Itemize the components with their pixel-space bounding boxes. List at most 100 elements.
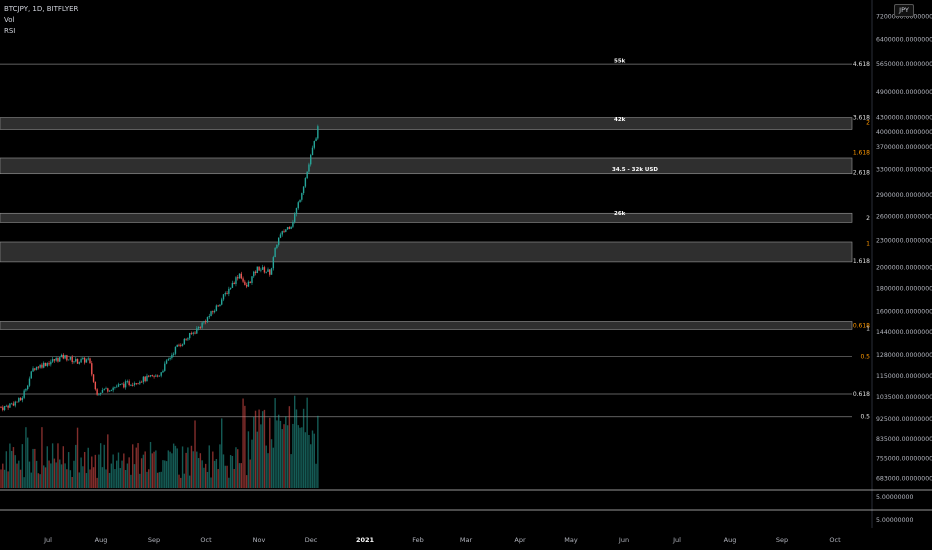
candle-body	[41, 364, 43, 368]
candle-body	[103, 389, 105, 390]
candle-body	[75, 358, 77, 362]
volume-bar	[226, 465, 228, 488]
time-tick-label: Jul	[43, 536, 52, 544]
volume-bar	[119, 468, 121, 488]
candle-body	[99, 392, 102, 394]
rsi-axis-label: 5.00000000	[876, 494, 913, 501]
volume-bar	[130, 474, 132, 488]
candle-body	[0, 407, 2, 409]
currency-button[interactable]: JPY	[894, 4, 914, 17]
volume-bar	[12, 447, 15, 488]
candle-body	[295, 208, 298, 214]
candle-body	[130, 385, 132, 386]
candle-body	[228, 288, 230, 294]
candle-body	[188, 333, 191, 339]
volume-bar	[132, 444, 134, 488]
volume-bar	[167, 450, 170, 488]
price-annotation: 55k	[614, 59, 626, 65]
candle-body	[286, 227, 289, 230]
candle-body	[187, 338, 189, 340]
candle-body	[247, 281, 250, 287]
candle-body	[37, 366, 40, 368]
candle-body	[80, 359, 82, 363]
candle-body	[23, 390, 25, 398]
candle-body	[32, 368, 34, 372]
candle-body	[226, 293, 228, 294]
candle-body	[10, 403, 13, 405]
volume-bar	[110, 463, 113, 488]
rsi-indicator-label[interactable]: RSI	[4, 27, 16, 35]
candle-body	[66, 355, 68, 361]
candle-body	[35, 366, 38, 370]
volume-bar	[75, 444, 77, 488]
volume-bar	[96, 477, 98, 488]
candle-body	[206, 317, 209, 323]
symbol-label[interactable]: BTCJPY, 1D, BITFLYER	[4, 5, 79, 13]
volume-bar	[251, 439, 253, 488]
fib-label: 2.618	[853, 170, 870, 177]
candle-body	[27, 385, 29, 390]
candle-body	[178, 344, 180, 346]
volume-bar	[249, 459, 251, 488]
price-tick-label: 835000.000000000	[876, 436, 932, 443]
candle-body	[260, 269, 262, 271]
fib-label: 0.5	[860, 354, 870, 361]
candle-body	[98, 393, 100, 395]
volume-bar	[156, 472, 159, 488]
volume-bar	[3, 469, 6, 488]
volume-bar	[9, 443, 11, 488]
volume-bar	[277, 414, 280, 488]
fib-label: 1	[866, 326, 870, 333]
volume-bar	[203, 467, 205, 488]
candle-body	[30, 371, 32, 379]
candle-body	[308, 164, 310, 172]
volume-bar	[294, 395, 296, 488]
candle-body	[269, 269, 271, 275]
volume-bar	[116, 460, 118, 488]
volume-bar	[64, 463, 66, 488]
fib-label: 1.618	[853, 149, 870, 156]
volume-bar	[80, 457, 82, 488]
volume-bar	[112, 454, 114, 488]
price-tick-label: 4000000.00000000	[876, 129, 932, 136]
candle-body	[233, 282, 235, 284]
candle-body	[126, 381, 129, 383]
volume-indicator-label[interactable]: Vol	[4, 16, 15, 24]
time-tick-label: Oct	[829, 536, 841, 544]
volume-bar	[91, 456, 93, 488]
volume-bar	[210, 477, 212, 488]
volume-bar	[51, 443, 54, 488]
volume-bar	[283, 424, 285, 488]
volume-bar	[133, 464, 136, 488]
time-tick-label: Feb	[412, 536, 424, 544]
time-axis[interactable]: Jul Aug Sep Oct Nov Dec 2021 Feb Mar Apr May Jun Jul…	[43, 536, 841, 544]
support-resistance-zones	[0, 117, 853, 330]
volume-bar	[265, 445, 267, 488]
candle-body	[253, 271, 255, 277]
volume-bar	[260, 424, 262, 488]
candle-body	[196, 328, 198, 334]
candle-body	[254, 271, 257, 273]
candle-body	[224, 293, 226, 295]
candle-body	[261, 267, 264, 270]
volume-bar	[48, 460, 50, 488]
price-axis[interactable]: 7200000.00000000 6400000.00000000 5650000.…	[871, 0, 932, 528]
volume-bar	[0, 469, 2, 488]
candle-body	[135, 383, 137, 384]
volume-bar	[263, 409, 266, 488]
volume-bar	[117, 452, 120, 488]
price-tick-label: 4300000.00000000	[876, 115, 932, 122]
candle-body	[201, 322, 203, 328]
price-tick-label: 7200000.00000000	[876, 14, 932, 21]
candle-body	[237, 277, 239, 279]
volume-bar	[299, 427, 301, 488]
candle-body	[148, 375, 150, 377]
candle-body	[9, 403, 11, 408]
candle-body	[274, 248, 276, 258]
volume-bar	[160, 471, 162, 488]
candle-body	[190, 333, 193, 334]
candle-body	[50, 361, 52, 365]
candle-body	[123, 383, 125, 388]
volume-bar	[172, 443, 175, 488]
